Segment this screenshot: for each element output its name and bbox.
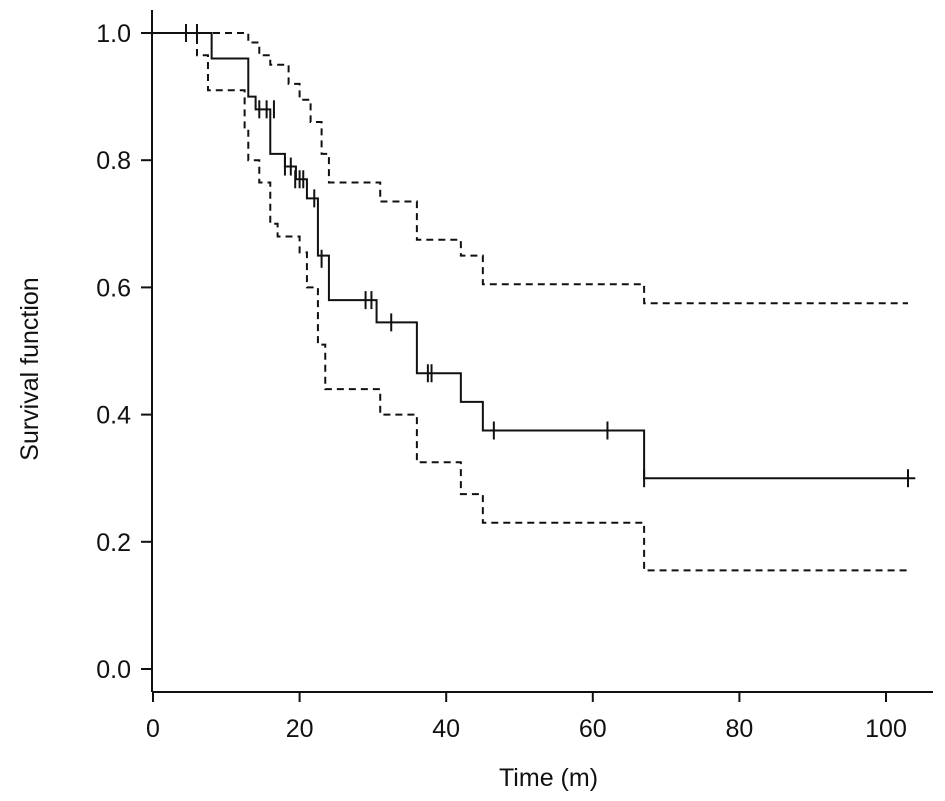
x-axis-title: Time (m): [499, 764, 598, 792]
y-tick-label: 0.8: [96, 147, 131, 175]
axes: [151, 10, 933, 693]
confidence-bound-line: [153, 32, 908, 305]
x-tick-label: 60: [579, 715, 607, 743]
ticks: 0 20 40 60 80 100 0.0 0.2 0.4 0.6 0.8 1.0: [96, 20, 907, 743]
y-axis-title: Survival function: [16, 277, 44, 460]
x-tick-label: 40: [432, 715, 460, 743]
y-tick-label: 0.0: [96, 656, 131, 684]
plot-area: [153, 24, 916, 572]
y-tick-label: 0.6: [96, 274, 131, 302]
x-tick-label: 0: [146, 715, 160, 743]
survival-curve-line: [153, 32, 916, 480]
y-tick-label: 0.2: [96, 529, 131, 557]
x-tick-label: 100: [865, 715, 907, 743]
y-tick-label: 0.4: [96, 402, 131, 430]
y-tick-label: 1.0: [96, 20, 131, 48]
x-tick-label: 20: [286, 715, 314, 743]
x-tick-label: 80: [725, 715, 753, 743]
